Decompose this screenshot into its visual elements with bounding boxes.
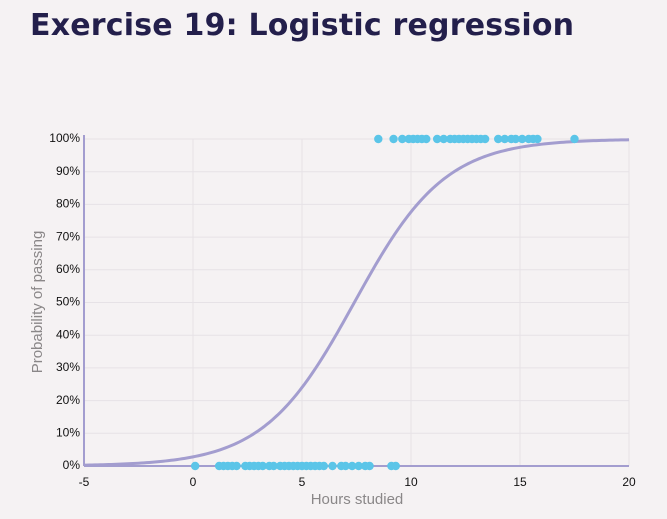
data-point — [500, 134, 509, 144]
data-point — [391, 461, 400, 471]
data-point — [374, 134, 383, 144]
data-point — [232, 461, 241, 471]
y-tick-label: 100% — [49, 131, 80, 145]
y-tick-label: 20% — [56, 393, 80, 407]
logistic-curve-layer — [83, 138, 630, 467]
x-tick-label: 0 — [190, 475, 197, 489]
data-point — [258, 461, 267, 471]
data-point — [389, 134, 398, 144]
data-point — [354, 461, 363, 471]
logistic-curve — [83, 138, 630, 467]
data-point — [190, 461, 200, 471]
x-axis-label: Hours studied — [311, 491, 404, 508]
data-points — [190, 134, 579, 471]
data-point — [319, 461, 328, 471]
x-tick-label: 10 — [404, 475, 418, 489]
y-tick-label: 80% — [56, 197, 80, 211]
data-point — [341, 461, 350, 471]
data-point — [480, 134, 490, 144]
page-title: Exercise 19: Logistic regression — [30, 8, 575, 43]
data-point — [511, 134, 520, 144]
y-axis-label: Probability of passing — [29, 231, 46, 374]
data-point — [439, 134, 448, 144]
data-point — [365, 461, 374, 471]
data-point — [570, 134, 579, 144]
data-point — [533, 134, 542, 144]
y-tick-label: 40% — [56, 327, 80, 341]
x-tick-label: -5 — [79, 475, 90, 489]
grid — [84, 138, 630, 466]
x-tick-label: 15 — [513, 475, 527, 489]
data-point — [422, 134, 431, 144]
data-point — [269, 461, 278, 471]
data-point — [517, 134, 527, 144]
y-tick-label: 10% — [56, 425, 80, 439]
data-point — [347, 461, 357, 471]
data-point — [398, 134, 407, 144]
data-point — [328, 461, 337, 471]
y-tick-label: 30% — [56, 360, 80, 374]
y-tick-label: 70% — [56, 229, 80, 243]
x-tick-label: 5 — [299, 475, 306, 489]
data-point — [494, 134, 503, 144]
tick-labels: 0% 10% 20% 30% 40% 50% 60% 70% 80% 90% 100% -5 0 5 10 1… — [49, 131, 636, 489]
y-tick-label: 90% — [56, 164, 80, 178]
data-point — [432, 134, 442, 144]
y-tick-label: 0% — [63, 458, 81, 472]
y-tick-label: 50% — [56, 295, 80, 309]
x-tick-label: 20 — [622, 475, 636, 489]
y-tick-label: 60% — [56, 262, 80, 276]
